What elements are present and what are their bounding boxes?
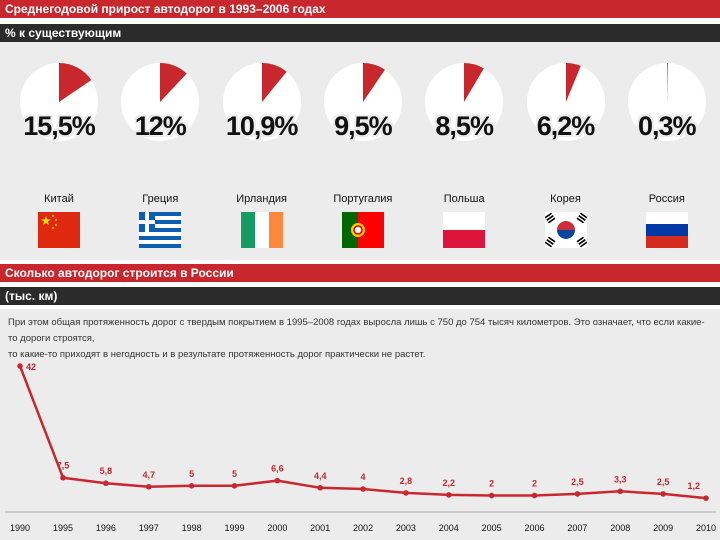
x-tick-label: 2010 [696,523,716,533]
data-point [103,480,109,487]
pie-greece [120,62,200,142]
pie-slice-portugal [362,63,385,102]
data-point [446,492,452,498]
country-label-poland: Польша [443,193,485,205]
pie-value-korea: 6,2% [536,111,596,141]
data-label: 2,5 [571,477,584,487]
data-point [145,483,152,490]
pie-china [19,62,99,142]
data-point [660,491,666,497]
pie-slice-poland [464,63,485,102]
pie-ireland [222,62,302,142]
section-note-line-1: При этом общая протяженность дорог с тве… [8,317,705,344]
x-tick-label: 2003 [396,523,416,533]
china-flag-icon [38,212,80,248]
pie-value-greece: 12% [134,111,187,141]
x-tick-label: 1995 [53,523,73,533]
pie-slice-korea [565,63,581,102]
korea-flag-icon [544,212,587,248]
x-tick-label: 2002 [353,523,373,533]
data-label: 2,8 [400,476,413,486]
data-label: 2,5 [657,477,670,487]
country-label-russia: Россия [648,193,685,205]
ireland-flag-icon [240,212,283,248]
section-title: Сколько автодорог строится в России [0,264,720,282]
x-tick-label: 2000 [267,523,287,533]
data-label: 7,5 [57,461,70,471]
data-label: 4,7 [142,470,155,480]
pie-korea [526,62,606,142]
data-label: 4 [361,472,366,482]
data-point [231,483,238,489]
country-label-china: Китай [44,193,74,205]
data-label: 1,2 [687,481,700,491]
country-label-ireland: Ирландия [236,193,287,205]
data-point [703,495,709,501]
data-label: 3,3 [614,474,627,484]
data-point [360,486,366,492]
data-label: 6,6 [271,464,284,474]
data-label: 2,2 [443,478,456,488]
data-point [274,477,281,484]
x-tick-label: 2007 [567,523,587,533]
x-tick-label: 2005 [482,523,502,533]
x-tick-label: 2009 [653,523,673,533]
data-label: 5,8 [100,466,113,476]
greece-flag-icon [139,212,182,248]
page-title: Среднегодовой прирост автодорог в 1993–2… [0,0,720,18]
data-label: 2 [532,479,537,489]
pie-value-china: 15,5% [23,111,96,141]
country-label-portugal: Португалия [333,193,393,205]
data-point [488,492,495,499]
data-label: 2 [489,479,494,489]
page-subtitle: % к существующим [0,24,720,42]
data-point [317,484,324,491]
x-tick-label: 1997 [139,523,159,533]
x-tick-label: 2001 [310,523,330,533]
pie-slice-ireland [261,63,287,102]
portugal-flag-icon [341,212,384,248]
x-tick-label: 2006 [525,523,545,533]
data-point [17,363,23,369]
pie-value-poland: 8,5% [435,111,494,141]
data-label: 5 [189,469,194,479]
pie-portugal [323,62,403,142]
pie-poland [424,62,504,142]
data-label: 4,4 [314,471,327,481]
pie-value-portugal: 9,5% [334,111,393,141]
roads-line-chart: 4219907,519955,819964,7199751998519996,6… [5,362,716,533]
section-note-line-2: то какие-то приходят в негодность и в ре… [8,349,426,360]
data-point [531,492,538,499]
data-point [60,474,66,481]
pie-value-russia: 0,3% [638,111,697,141]
data-point [574,491,581,497]
pie-slice-china [59,63,92,102]
section-unit: (тыс. км) [0,287,720,305]
country-label-greece: Греция [142,193,179,205]
x-tick-label: 1998 [182,523,202,533]
x-tick-label: 2008 [610,523,630,533]
data-point [617,488,624,495]
data-label: 5 [232,469,237,479]
x-tick-label: 1990 [10,523,30,533]
data-label: 42 [26,362,36,372]
pie-slice-russia [666,63,668,102]
pie-value-ireland: 10,9% [225,111,299,141]
russia-flag-icon [645,212,688,248]
data-point [188,483,195,489]
pie-russia [627,62,707,142]
poland-flag-icon [443,212,486,248]
x-tick-label: 1999 [224,523,244,533]
country-label-korea: Корея [550,193,581,205]
roads-panel [0,309,720,540]
x-tick-label: 1996 [96,523,116,533]
section-note: При этом общая протяженность дорог с тве… [8,315,708,363]
x-tick-label: 2004 [439,523,459,533]
data-point [403,490,409,496]
pie-slice-greece [160,63,187,102]
